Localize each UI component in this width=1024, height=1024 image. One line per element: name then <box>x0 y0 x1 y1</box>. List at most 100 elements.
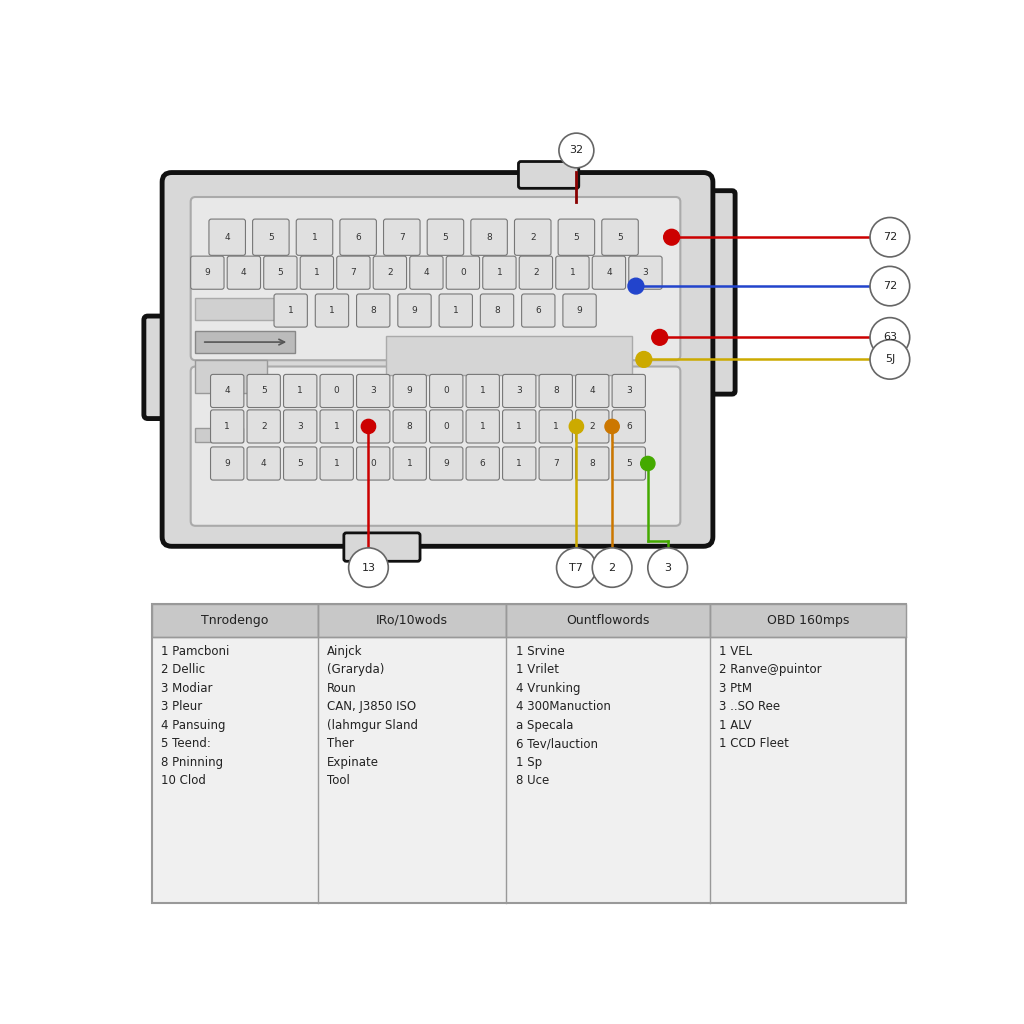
Circle shape <box>870 317 909 357</box>
Circle shape <box>870 266 909 306</box>
FancyBboxPatch shape <box>503 410 536 443</box>
Circle shape <box>636 351 652 368</box>
FancyBboxPatch shape <box>612 446 645 480</box>
FancyBboxPatch shape <box>514 219 551 255</box>
Text: Ountflowords: Ountflowords <box>566 614 649 627</box>
FancyBboxPatch shape <box>337 256 370 289</box>
FancyBboxPatch shape <box>393 375 426 408</box>
FancyBboxPatch shape <box>612 410 645 443</box>
FancyBboxPatch shape <box>503 446 536 480</box>
FancyBboxPatch shape <box>247 410 281 443</box>
Text: 4: 4 <box>424 268 429 278</box>
Text: 8: 8 <box>590 459 595 468</box>
Circle shape <box>648 548 687 588</box>
FancyBboxPatch shape <box>563 294 596 327</box>
Text: 7: 7 <box>553 459 559 468</box>
Text: 1: 1 <box>311 232 317 242</box>
Text: 1 VEL
2 Ranve@puintor
3 PtM
3 ..SO Ree
1 ALV
1 CCD Fleet: 1 VEL 2 Ranve@puintor 3 PtM 3 ..SO Ree 1… <box>719 645 822 751</box>
FancyBboxPatch shape <box>264 256 297 289</box>
FancyBboxPatch shape <box>558 219 595 255</box>
FancyBboxPatch shape <box>393 410 426 443</box>
Text: 8: 8 <box>407 422 413 431</box>
Text: 5: 5 <box>268 232 273 242</box>
Text: 5J: 5J <box>885 354 895 365</box>
Text: 6: 6 <box>480 459 485 468</box>
FancyBboxPatch shape <box>247 375 281 408</box>
Text: 1: 1 <box>516 422 522 431</box>
FancyBboxPatch shape <box>430 375 463 408</box>
Text: Tnrodengo: Tnrodengo <box>201 614 268 627</box>
FancyBboxPatch shape <box>446 256 479 289</box>
Bar <box>152 604 905 903</box>
Bar <box>196 428 243 442</box>
Text: 9: 9 <box>443 459 450 468</box>
Text: 6: 6 <box>536 306 541 315</box>
Text: 13: 13 <box>361 562 376 572</box>
Circle shape <box>870 217 909 257</box>
Text: T7: T7 <box>569 562 584 572</box>
FancyBboxPatch shape <box>344 532 420 561</box>
Text: 4: 4 <box>590 386 595 395</box>
FancyBboxPatch shape <box>430 410 463 443</box>
FancyBboxPatch shape <box>427 219 464 255</box>
FancyBboxPatch shape <box>162 173 713 546</box>
Text: 1: 1 <box>407 459 413 468</box>
FancyBboxPatch shape <box>466 410 500 443</box>
Text: 72: 72 <box>883 282 897 291</box>
Bar <box>506 604 710 637</box>
Text: 2: 2 <box>261 422 266 431</box>
FancyBboxPatch shape <box>430 446 463 480</box>
Text: 4: 4 <box>606 268 611 278</box>
FancyBboxPatch shape <box>698 190 735 394</box>
Text: 9: 9 <box>224 459 230 468</box>
FancyBboxPatch shape <box>539 410 572 443</box>
FancyBboxPatch shape <box>211 446 244 480</box>
Text: 4: 4 <box>224 386 230 395</box>
FancyBboxPatch shape <box>253 219 289 255</box>
Circle shape <box>664 229 680 245</box>
FancyBboxPatch shape <box>602 219 638 255</box>
Text: 1 Pamcboni
2 Dellic
3 Modiar
3 Pleur
4 Pansuing
5 Teend:
8 Pninning
10 Clod: 1 Pamcboni 2 Dellic 3 Modiar 3 Pleur 4 P… <box>162 645 229 787</box>
Bar <box>386 336 632 375</box>
Text: 0: 0 <box>443 422 450 431</box>
Text: 6: 6 <box>626 422 632 431</box>
Text: 1 Srvine
1 Vrilet
4 Vrunking
4 300Manuction
a Specala
6 Tev/lauction
1 Sp
8 Uce: 1 Srvine 1 Vrilet 4 Vrunking 4 300Manuct… <box>516 645 610 787</box>
FancyBboxPatch shape <box>190 256 224 289</box>
Text: 8: 8 <box>553 386 559 395</box>
Text: 4: 4 <box>241 268 247 278</box>
Text: 3: 3 <box>371 386 376 395</box>
FancyBboxPatch shape <box>190 197 680 360</box>
FancyBboxPatch shape <box>466 446 500 480</box>
Text: 2: 2 <box>534 268 539 278</box>
Text: 1: 1 <box>516 459 522 468</box>
FancyBboxPatch shape <box>211 410 244 443</box>
Circle shape <box>641 457 655 471</box>
Circle shape <box>605 420 620 433</box>
Text: 5: 5 <box>261 386 266 395</box>
Text: 1: 1 <box>297 386 303 395</box>
Circle shape <box>628 279 644 294</box>
Bar <box>196 331 295 353</box>
Circle shape <box>556 548 596 588</box>
FancyBboxPatch shape <box>539 375 572 408</box>
FancyBboxPatch shape <box>321 446 353 480</box>
Bar <box>317 604 506 637</box>
Text: 4: 4 <box>261 459 266 468</box>
Circle shape <box>361 420 376 433</box>
FancyBboxPatch shape <box>480 294 514 327</box>
FancyBboxPatch shape <box>539 446 572 480</box>
FancyBboxPatch shape <box>300 256 334 289</box>
FancyBboxPatch shape <box>284 375 316 408</box>
FancyBboxPatch shape <box>393 446 426 480</box>
FancyBboxPatch shape <box>503 375 536 408</box>
Text: Ainjck
(Graryda)
Roun
CAN, J3850 ISO
(lahmgur Sland
Ther
Expinate
Tool: Ainjck (Graryda) Roun CAN, J3850 ISO (la… <box>328 645 418 787</box>
FancyBboxPatch shape <box>321 375 353 408</box>
Text: 8: 8 <box>495 306 500 315</box>
FancyBboxPatch shape <box>575 410 609 443</box>
Text: 6: 6 <box>355 232 361 242</box>
FancyBboxPatch shape <box>284 446 316 480</box>
FancyBboxPatch shape <box>296 219 333 255</box>
Text: 5: 5 <box>297 459 303 468</box>
FancyBboxPatch shape <box>227 256 260 289</box>
FancyBboxPatch shape <box>190 367 680 525</box>
